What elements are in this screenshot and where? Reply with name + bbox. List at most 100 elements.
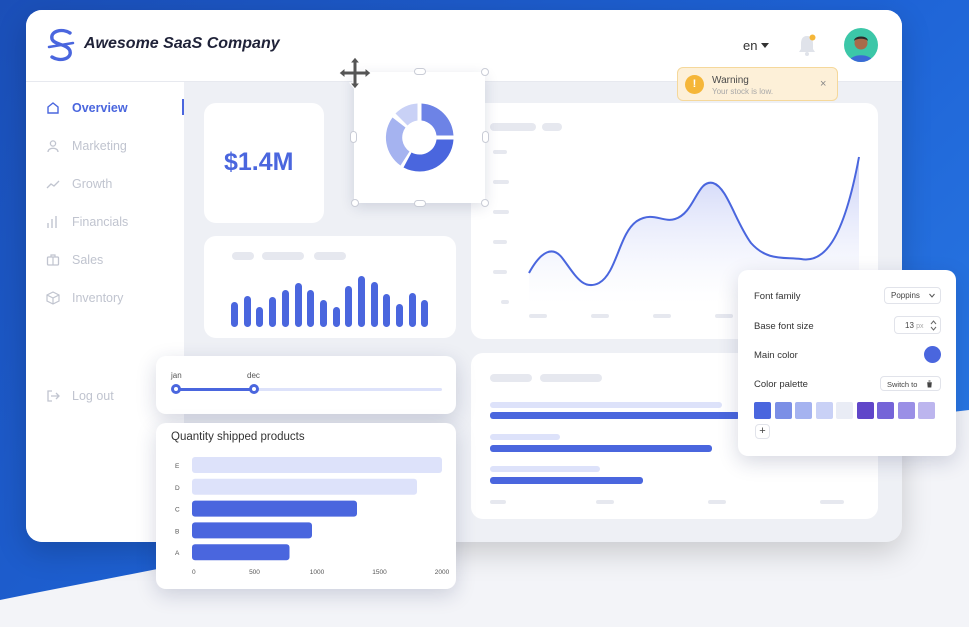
active-indicator — [182, 99, 184, 115]
donut-chart — [385, 103, 454, 172]
close-icon[interactable]: × — [820, 78, 827, 90]
slider-end-handle[interactable] — [249, 384, 259, 394]
bell-icon[interactable] — [796, 33, 818, 57]
slider-range-fill — [176, 388, 254, 391]
mini-bar — [396, 304, 403, 327]
slider-start-handle[interactable] — [171, 384, 181, 394]
donut-slice — [395, 103, 418, 126]
warning-toast: ! Warning Your stock is low. × — [677, 67, 838, 101]
palette-swatch[interactable] — [815, 402, 833, 419]
kpi-value: $1.4M — [224, 148, 294, 176]
language-value: en — [743, 38, 758, 53]
chart-title: Quantity shipped products — [171, 431, 305, 443]
sidebar-item-label: Sales — [72, 253, 104, 267]
progress-bar — [490, 445, 712, 452]
progress-bar — [490, 477, 643, 484]
resize-handle[interactable] — [350, 131, 357, 143]
resize-handle[interactable] — [414, 68, 426, 75]
area-chart — [493, 150, 860, 318]
category-label: A — [175, 550, 180, 557]
base-font-label: Base font size — [754, 321, 814, 332]
x-axis-tick — [820, 500, 844, 504]
sidebar-item-marketing[interactable]: Marketing — [46, 136, 127, 156]
donut-slice — [403, 139, 454, 172]
mini-bar — [295, 283, 302, 327]
placeholder-text — [540, 374, 602, 382]
progress-track — [490, 402, 722, 408]
sidebar-item-label: Growth — [72, 177, 113, 191]
top-bar: Awesome SaaS Company en — [26, 10, 902, 82]
kpi-card — [204, 103, 324, 223]
slider-track[interactable] — [176, 388, 442, 391]
avatar-person-icon — [849, 36, 873, 62]
font-family-select[interactable]: Poppins — [884, 287, 941, 304]
box-icon — [46, 291, 60, 305]
resize-handle[interactable] — [481, 68, 489, 76]
sidebar-item-financials[interactable]: Financials — [46, 212, 128, 232]
sidebar-item-sales[interactable]: Sales — [46, 250, 103, 270]
x-axis-ticks — [529, 314, 733, 318]
x-tick-label: 2000 — [435, 569, 450, 576]
base-font-unit: px — [916, 323, 924, 330]
resize-handle[interactable] — [351, 199, 359, 207]
palette-swatch[interactable] — [856, 402, 874, 419]
move-icon[interactable] — [337, 55, 373, 91]
progress-track — [490, 434, 560, 440]
donut-slice — [385, 117, 410, 166]
placeholder-text — [490, 374, 532, 382]
base-font-stepper[interactable]: 13 px — [894, 316, 941, 334]
x-tick-label: 0 — [192, 569, 196, 576]
sidebar-item-label: Inventory — [72, 291, 124, 305]
sidebar-item-label: Marketing — [72, 139, 127, 153]
progress-bar — [490, 412, 740, 419]
sidebar-item-overview[interactable]: Overview — [46, 98, 128, 118]
category-label: D — [175, 485, 180, 492]
mini-bar — [244, 296, 251, 327]
x-tick-label: 1000 — [310, 569, 325, 576]
mini-bar — [320, 300, 327, 327]
placeholder-text — [232, 252, 254, 260]
bar-A — [192, 544, 290, 561]
palette-swatch[interactable] — [897, 402, 915, 419]
resize-handle[interactable] — [481, 199, 489, 207]
palette-swatch[interactable] — [918, 402, 935, 419]
palette-swatch[interactable] — [836, 402, 853, 419]
palette-swatch[interactable] — [877, 402, 894, 419]
mini-bar — [371, 282, 378, 327]
bar-chart-icon — [47, 216, 57, 228]
chevron-down-icon — [929, 293, 935, 298]
date-range-slider — [156, 356, 456, 414]
mini-bar — [358, 276, 365, 327]
bar-E — [192, 457, 442, 473]
sidebar-item-growth[interactable]: Growth — [46, 174, 112, 194]
avatar[interactable] — [844, 28, 878, 62]
switch-palette-button[interactable]: Switch to — [880, 376, 941, 391]
resize-handle[interactable] — [414, 200, 426, 207]
language-select[interactable]: en — [743, 38, 770, 53]
logout-link[interactable]: Log out — [46, 386, 114, 406]
palette-swatch[interactable] — [754, 402, 771, 419]
category-label: E — [175, 463, 180, 470]
add-color-button[interactable]: + — [755, 424, 770, 439]
mini-bar — [282, 290, 289, 327]
main-color-swatch[interactable] — [924, 346, 941, 363]
palette-swatch[interactable] — [774, 402, 792, 419]
donut-widget[interactable] — [354, 72, 485, 203]
logout-icon — [47, 390, 60, 402]
sidebar-item-inventory[interactable]: Inventory — [46, 288, 123, 308]
x-tick-label: 500 — [249, 569, 260, 576]
resize-handle[interactable] — [482, 131, 489, 143]
base-font-value: 13 — [905, 321, 914, 330]
logout-label: Log out — [72, 389, 114, 403]
chevron-down-icon — [761, 43, 770, 48]
mini-bar — [269, 297, 276, 327]
sidebar-item-label: Financials — [72, 215, 129, 229]
user-icon — [47, 140, 59, 153]
mini-bar — [345, 286, 352, 327]
slider-end-label: dec — [247, 371, 260, 380]
palette-swatch[interactable] — [795, 402, 812, 419]
switch-label: Switch to — [887, 380, 918, 389]
stepper-arrows-icon[interactable] — [930, 319, 937, 332]
placeholder-text — [490, 123, 536, 131]
bar-D — [192, 478, 417, 495]
